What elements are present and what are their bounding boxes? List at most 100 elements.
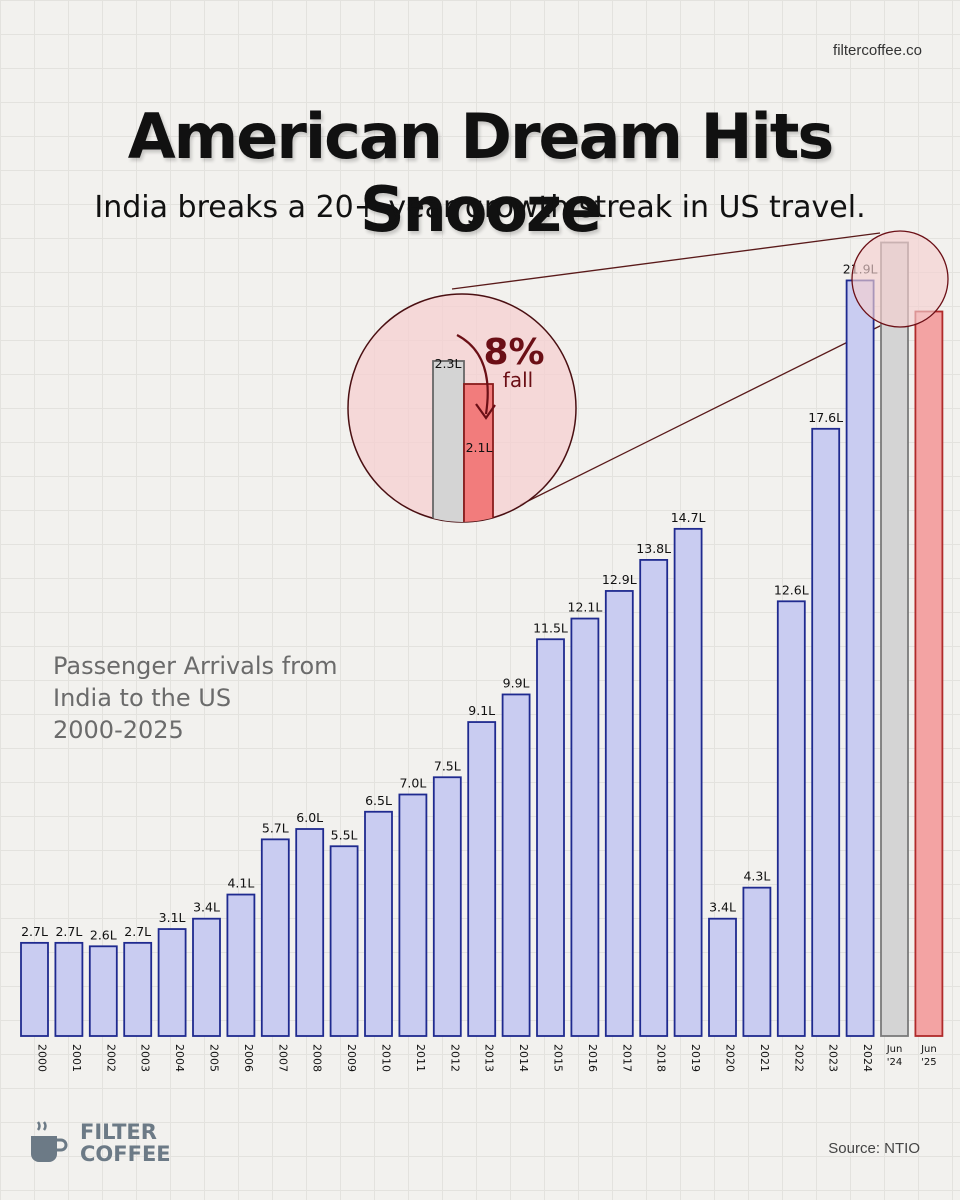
- bar-2011: [398, 793, 428, 1037]
- bar-2002: [88, 945, 118, 1037]
- bar-jun25: [914, 310, 944, 1037]
- bar-2018: [639, 559, 669, 1037]
- bar-value-label: 3.1L: [159, 910, 186, 925]
- bar-2008: [295, 828, 325, 1037]
- brand-name-line2: COFFEE: [80, 1142, 171, 1166]
- bar-value-label: 5.5L: [331, 827, 358, 842]
- x-tick-label: 2023: [827, 1044, 840, 1072]
- bar-2016: [570, 617, 600, 1037]
- callout-arrowhead: [475, 403, 496, 420]
- x-tick-label: 2006: [242, 1044, 255, 1072]
- bar-value-label: 6.0L: [296, 810, 323, 825]
- bar-value-label: 13.8L: [636, 541, 671, 556]
- source-note: Source: NTIO: [828, 1140, 920, 1157]
- callout-after-label: 2.1L: [466, 440, 493, 455]
- x-tick-label: 2003: [139, 1044, 152, 1072]
- x-tick-label: 2008: [311, 1044, 324, 1072]
- x-tick-label: 2015: [552, 1044, 565, 1072]
- x-tick-label: 2020: [724, 1044, 737, 1072]
- bar-value-label: 3.4L: [709, 900, 736, 915]
- bar-2003: [123, 941, 153, 1037]
- chart-description: Passenger Arrivals from India to the US …: [53, 650, 353, 746]
- bar-value-label: 12.9L: [602, 572, 637, 587]
- bar-value-label: 2.6L: [90, 927, 117, 942]
- x-tick-label: Jun: [920, 1044, 937, 1055]
- bar-2023: [811, 427, 841, 1037]
- bar-value-label: 7.5L: [434, 758, 461, 773]
- zoom-indicator-circle: [851, 230, 949, 328]
- x-tick-label: 2004: [173, 1044, 186, 1072]
- callout-bar-jun24: [432, 360, 465, 522]
- bar-2006: [226, 893, 256, 1037]
- callout-connector-bottom: [519, 321, 889, 506]
- bar-value-label: 6.5L: [365, 793, 392, 808]
- bar-2019: [673, 527, 703, 1037]
- x-tick-label: '25: [921, 1057, 936, 1068]
- bar-value-label: 2.7L: [21, 924, 48, 939]
- bar-2010: [364, 810, 393, 1037]
- callout-before-label: 2.3L: [435, 356, 462, 371]
- x-tick-label: 2016: [586, 1044, 599, 1072]
- x-tick-label: 2013: [483, 1044, 496, 1072]
- brand-name: FILTER COFFEE: [80, 1121, 171, 1165]
- x-tick-label: 2005: [208, 1044, 221, 1072]
- x-tick-label: 2017: [620, 1044, 633, 1072]
- chart-description-line2: India to the US: [53, 684, 232, 712]
- site-url[interactable]: filtercoffee.co: [833, 42, 922, 59]
- x-tick-label: 2009: [345, 1044, 358, 1072]
- coffee-cup-icon: [31, 1121, 68, 1162]
- page-title: American Dream Hits Snooze: [127, 100, 835, 246]
- bar-2005: [192, 917, 221, 1037]
- x-tick-label: 2007: [276, 1044, 289, 1072]
- callout-percent: 8%: [483, 332, 544, 373]
- bar-value-label: 9.1L: [468, 703, 495, 718]
- page-subtitle: India breaks a 20+ year growth streak in…: [94, 190, 866, 225]
- bar-value-label: 11.5L: [533, 620, 568, 635]
- x-tick-label: 2014: [517, 1044, 530, 1072]
- x-tick-label: 2001: [70, 1044, 83, 1072]
- bar-jun24: [880, 241, 909, 1037]
- x-tick-label: Jun: [886, 1044, 903, 1055]
- bar-value-label: 2.7L: [55, 924, 82, 939]
- x-tick-label: 2012: [448, 1044, 461, 1072]
- bar-value-label: 12.1L: [568, 600, 603, 615]
- x-tick-label: 2024: [861, 1044, 874, 1072]
- bar-2021: [742, 886, 772, 1037]
- x-tick-label: 2000: [36, 1044, 49, 1072]
- bar-value-label: 3.4L: [193, 900, 220, 915]
- bar-2014: [501, 693, 531, 1037]
- callout-word: fall: [503, 368, 533, 392]
- x-tick-label: 2010: [380, 1044, 393, 1072]
- chart-description-line1: Passenger Arrivals from: [53, 652, 338, 680]
- callout-arrow: [456, 334, 489, 415]
- brand-logo: FILTER COFFEE: [28, 1120, 171, 1166]
- x-tick-label: 2021: [758, 1044, 771, 1072]
- bar-2020: [708, 917, 737, 1037]
- bar-2001: [54, 941, 84, 1037]
- bar-2015: [536, 638, 565, 1037]
- bar-2017: [604, 590, 634, 1037]
- callout-connector-top: [451, 232, 881, 290]
- bar-2022: [776, 600, 806, 1037]
- x-tick-label: 2018: [655, 1044, 668, 1072]
- x-tick-label: '24: [887, 1057, 902, 1068]
- brand-name-line1: FILTER: [80, 1120, 157, 1144]
- bar-value-label: 9.9L: [503, 675, 530, 690]
- bar-value-label: 2.7L: [124, 924, 151, 939]
- bar-value-label: 4.1L: [227, 876, 254, 891]
- bar-value-label: 7.0L: [399, 776, 426, 791]
- bar-2004: [157, 928, 187, 1037]
- bar-2007: [260, 838, 290, 1037]
- bar-value-label: 5.7L: [262, 820, 289, 835]
- x-tick-label: 2022: [792, 1044, 805, 1072]
- bar-2013: [467, 721, 497, 1037]
- bar-2012: [432, 776, 462, 1037]
- bar-2009: [329, 845, 359, 1037]
- x-tick-label: 2019: [689, 1044, 702, 1072]
- x-tick-label: 2011: [414, 1044, 427, 1072]
- chart-description-line3: 2000-2025: [53, 716, 184, 744]
- bar-value-label: 17.6L: [808, 410, 843, 425]
- bar-value-label: 4.3L: [743, 869, 770, 884]
- bar-value-label: 14.7L: [671, 510, 706, 525]
